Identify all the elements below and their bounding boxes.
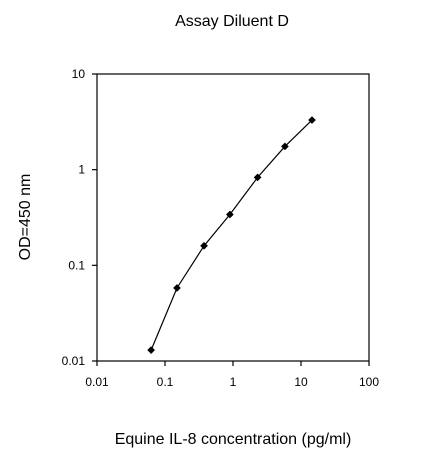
y-axis-label: OD=450 nm xyxy=(17,174,34,261)
x-tick-label: 100 xyxy=(359,375,379,389)
y-tick-label: 10 xyxy=(72,67,86,81)
x-axis-label: Equine IL-8 concentration (pg/ml) xyxy=(115,431,352,448)
y-tick-label: 1 xyxy=(78,163,85,177)
x-axis-ticks: 0.01 0.1 1 10 100 xyxy=(85,361,379,389)
data-point xyxy=(225,210,234,219)
data-point xyxy=(173,284,181,292)
y-axis-ticks: 0.01 0.1 1 10 xyxy=(62,67,97,368)
plot-area-frame xyxy=(96,73,370,362)
series-line xyxy=(150,119,313,351)
data-point xyxy=(200,241,208,250)
data-point xyxy=(147,346,156,355)
x-tick-label: 0.01 xyxy=(85,375,109,389)
data-point xyxy=(308,116,316,125)
data-point xyxy=(280,142,289,151)
series-layer xyxy=(147,116,316,355)
y-tick-label: 0.1 xyxy=(68,258,85,272)
x-tick-label: 0.1 xyxy=(157,375,174,389)
x-tick-label: 1 xyxy=(230,375,237,389)
data-point xyxy=(253,173,262,182)
chart-title: Assay Diluent D xyxy=(175,13,289,30)
y-tick-label: 0.01 xyxy=(62,354,86,368)
x-tick-label: 10 xyxy=(294,375,308,389)
